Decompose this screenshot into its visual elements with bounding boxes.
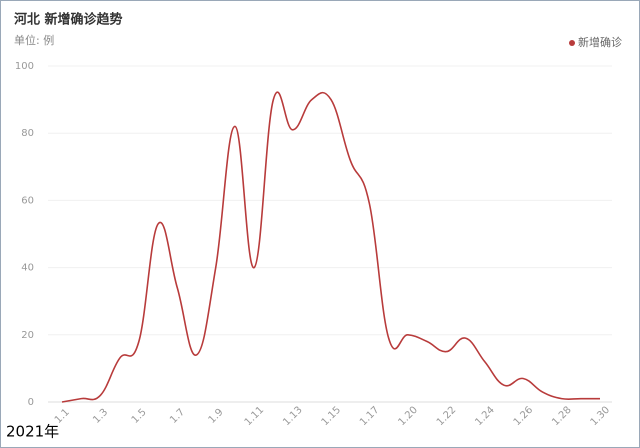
chart-subtitle: 单位: 例 [14,33,54,47]
y-tick-label: 0 [28,397,34,408]
legend-label: 新增确诊 [578,35,622,49]
y-tick-label: 20 [21,330,34,341]
y-tick-label: 60 [21,195,34,206]
chart-title: 河北 新增确诊趋势 [14,12,123,28]
y-tick-label: 80 [21,128,34,139]
y-tick-label: 40 [21,263,34,274]
y-tick-label: 100 [15,61,34,72]
year-note: 2021年 [6,423,59,441]
legend-marker [569,40,575,46]
line [61,91,600,403]
